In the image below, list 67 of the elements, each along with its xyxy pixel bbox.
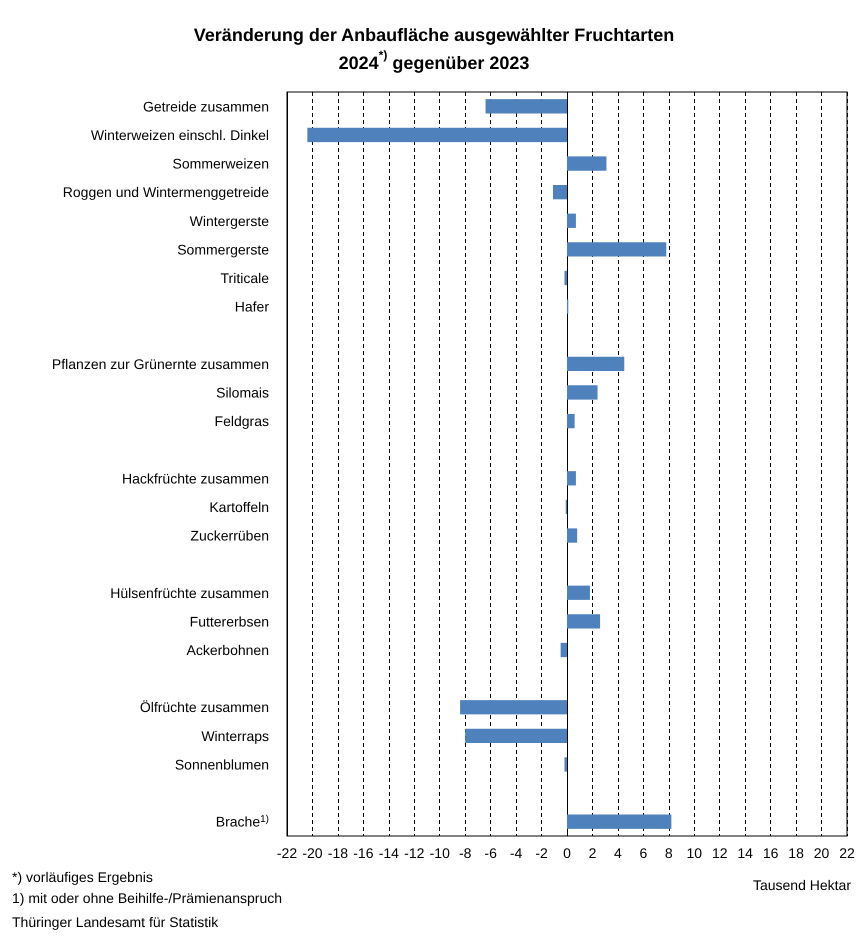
- x-tick-label: 6: [639, 845, 648, 861]
- y-tick-label: Winterraps: [201, 728, 270, 744]
- bar: [567, 814, 672, 829]
- bar: [486, 99, 567, 114]
- y-tick-label: Sommerweizen: [172, 156, 270, 172]
- y-tick-label: Wintergerste: [190, 212, 270, 229]
- y-tick-label: Ölfrüchte zusammen: [140, 699, 270, 716]
- x-tick-label: 4: [614, 845, 622, 861]
- y-tick-label: Feldgras: [214, 413, 269, 430]
- x-tick-label: -22: [276, 845, 298, 861]
- y-tick-label: Kartoffeln: [209, 498, 269, 515]
- y-tick-label: Winterweizen einschl. Dinkel: [90, 126, 270, 143]
- y-tick-label: Roggen und Wintermenggetreide: [62, 184, 270, 200]
- y-tick-label: Sonnenblumen: [174, 756, 269, 772]
- x-tick-label: -18: [328, 845, 348, 861]
- x-tick-label: 0: [563, 845, 572, 861]
- x-tick-label: -16: [353, 845, 374, 861]
- text: Thüringer Landesamt für Statistik: [12, 914, 220, 930]
- x-tick-label: 8: [664, 845, 673, 861]
- x-tick-label: -4: [510, 845, 523, 861]
- bar: [567, 471, 576, 486]
- y-tick-label: Hafer: [234, 298, 270, 315]
- text: *) vorläufiges Ergebnis: [12, 869, 153, 885]
- bar: [560, 642, 567, 658]
- bar: [460, 700, 567, 714]
- bar: [567, 156, 606, 171]
- y-tick-label: Hackfrüchte zusammen: [122, 470, 270, 486]
- x-axis-title: Tausend Hektar: [752, 877, 852, 893]
- bar: [567, 385, 598, 400]
- bar: [307, 128, 567, 142]
- text: 1) mit oder ohne Beihilfe-/Prämienanspruch: [12, 890, 282, 906]
- y-tick-label: Silomais: [216, 384, 270, 400]
- x-tick-label: 14: [737, 845, 754, 861]
- y-tick-label: Triticale: [220, 270, 270, 286]
- x-tick-label: -6: [484, 845, 498, 861]
- bar: [553, 185, 567, 200]
- bar: [564, 270, 567, 286]
- x-tick-label: -12: [404, 845, 425, 861]
- x-tick-label: 16: [762, 845, 779, 861]
- y-tick-label: Sommergerste: [177, 241, 270, 258]
- x-tick-label: 20: [814, 845, 830, 861]
- bar: [564, 757, 567, 772]
- bar: [567, 528, 578, 543]
- y-tick-label: Pflanzen zur Grünernte zusammen: [52, 356, 270, 372]
- x-tick-label: -2: [535, 845, 548, 861]
- bar: [567, 614, 600, 629]
- x-tick-label: -10: [430, 845, 450, 861]
- x-tick-label: 18: [788, 845, 804, 861]
- x-tick-label: 12: [712, 845, 728, 861]
- bar: [567, 586, 590, 600]
- x-tick-label: -8: [458, 845, 472, 861]
- x-tick-label: -14: [378, 845, 400, 861]
- x-tick-label: 22: [839, 845, 855, 861]
- bar: [567, 214, 576, 228]
- bar: [567, 414, 575, 428]
- x-tick-label: 2: [588, 845, 597, 861]
- x-tick-label: -20: [302, 845, 323, 861]
- bar: [567, 356, 624, 371]
- y-tick-label: Futtererbsen: [190, 613, 270, 630]
- x-tick-label: 10: [686, 845, 702, 861]
- bar: [465, 728, 567, 743]
- bar: [567, 242, 666, 257]
- y-tick-label: Ackerbohnen: [186, 642, 270, 658]
- chart-title: Veränderung der Anbaufläche ausgewählter Fruchtarten 2024*) gegenüber 2023: [194, 25, 674, 73]
- y-tick-label: Hülsenfrüchte zusammen: [110, 584, 270, 601]
- y-tick-label: Zuckerrüben: [190, 528, 269, 544]
- y-tick-label: Getreide zusammen: [142, 98, 270, 114]
